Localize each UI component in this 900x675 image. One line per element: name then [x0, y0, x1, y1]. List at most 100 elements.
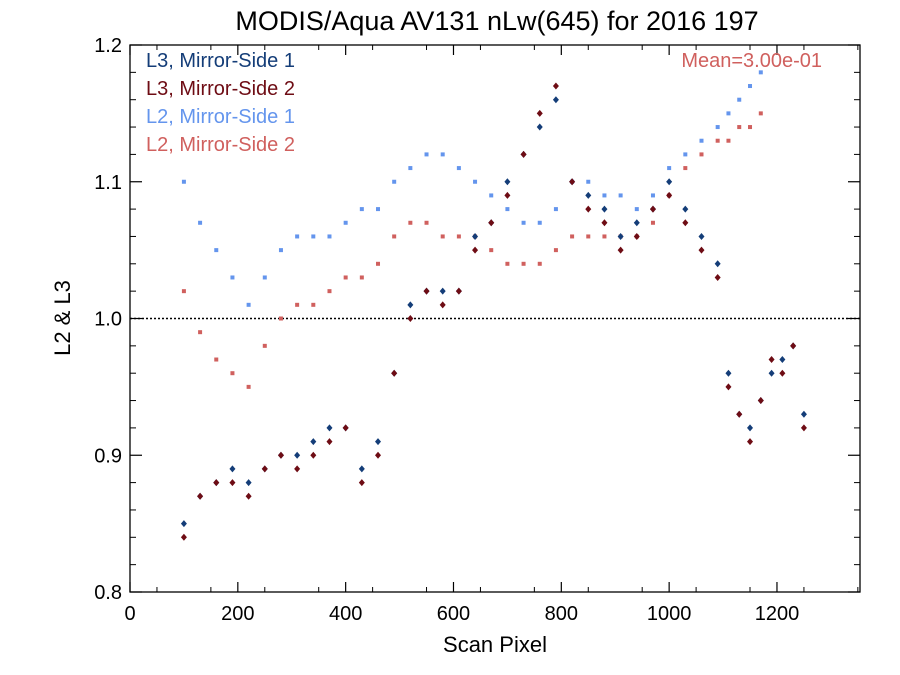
data-point [537, 220, 542, 225]
data-point [472, 246, 479, 254]
data-point [198, 330, 203, 335]
data-point [683, 166, 688, 171]
data-point [552, 82, 559, 90]
data-point [375, 438, 382, 446]
y-tick-label: 1.2 [94, 35, 122, 57]
data-point [602, 234, 607, 239]
legend: L3, Mirror-Side 1 L3, Mirror-Side 2 L2, … [146, 50, 295, 156]
data-point [392, 234, 397, 239]
data-point [489, 248, 494, 253]
data-point [229, 465, 236, 473]
data-point [602, 193, 607, 198]
data-point [537, 261, 542, 266]
y-axis-label: L2 & L3 [50, 280, 75, 356]
data-point [439, 287, 446, 295]
data-point [261, 465, 268, 473]
data-point [520, 150, 527, 158]
data-point [715, 125, 720, 130]
data-point [455, 287, 462, 295]
x-tick-label: 1000 [647, 603, 692, 625]
data-point [617, 232, 624, 240]
data-point [246, 302, 251, 307]
data-point [569, 178, 576, 186]
data-point [800, 410, 807, 418]
legend-entry-l2-ms1: L2, Mirror-Side 1 [146, 106, 295, 128]
data-point [505, 207, 510, 212]
data-point [737, 97, 742, 102]
data-point [214, 357, 219, 362]
data-point [326, 438, 333, 446]
x-tick-label: 1200 [755, 603, 800, 625]
data-point [747, 424, 754, 432]
data-point [294, 465, 301, 473]
data-point [505, 261, 510, 266]
y-tick-label: 1.1 [94, 172, 122, 194]
data-point [634, 207, 639, 212]
data-point [536, 123, 543, 131]
data-point [456, 166, 461, 171]
data-point [570, 234, 575, 239]
data-point [229, 479, 236, 487]
data-point [768, 356, 775, 364]
data-point [440, 234, 445, 239]
data-point [585, 191, 592, 199]
data-point [666, 178, 673, 186]
data-point [358, 465, 365, 473]
data-point [376, 261, 381, 266]
y-tick-label: 1.0 [94, 309, 122, 331]
data-point [683, 152, 688, 157]
data-point [790, 342, 797, 350]
data-point [682, 219, 689, 227]
data-point [758, 111, 763, 116]
data-point [230, 371, 235, 376]
data-point [699, 138, 704, 143]
data-point [667, 166, 672, 171]
data-point [246, 384, 251, 389]
data-point [698, 232, 705, 240]
data-point [779, 356, 786, 364]
x-tick-label: 800 [545, 603, 578, 625]
x-tick-label: 400 [329, 603, 362, 625]
data-point [197, 492, 204, 500]
series-0 [180, 96, 807, 528]
data-point [715, 138, 720, 143]
data-point [758, 70, 763, 75]
data-point [747, 438, 754, 446]
data-point [699, 152, 704, 157]
data-points [180, 70, 807, 541]
data-point [521, 261, 526, 266]
data-point [521, 220, 526, 225]
data-point [473, 179, 478, 184]
data-point [748, 125, 753, 130]
data-point [726, 111, 731, 116]
x-tick-label: 600 [437, 603, 470, 625]
data-point [650, 220, 655, 225]
data-point [343, 275, 348, 280]
data-point [358, 479, 365, 487]
data-point [698, 246, 705, 254]
data-point [586, 179, 591, 184]
data-point [230, 275, 235, 280]
data-point [714, 273, 721, 281]
data-point [407, 301, 414, 309]
y-tick-label: 0.8 [94, 582, 122, 604]
data-point [423, 287, 430, 295]
data-point [633, 232, 640, 240]
data-point [736, 410, 743, 418]
data-point [311, 302, 316, 307]
data-point [725, 383, 732, 391]
data-point [666, 191, 673, 199]
data-point [726, 138, 731, 143]
data-point [585, 205, 592, 213]
data-point [359, 207, 364, 212]
data-point [489, 193, 494, 198]
data-point [682, 205, 689, 213]
data-point [601, 219, 608, 227]
data-point [181, 179, 186, 184]
data-point [504, 178, 511, 186]
data-point [424, 152, 429, 157]
data-point [376, 207, 381, 212]
data-point [800, 424, 807, 432]
data-point [392, 179, 397, 184]
data-point [617, 246, 624, 254]
